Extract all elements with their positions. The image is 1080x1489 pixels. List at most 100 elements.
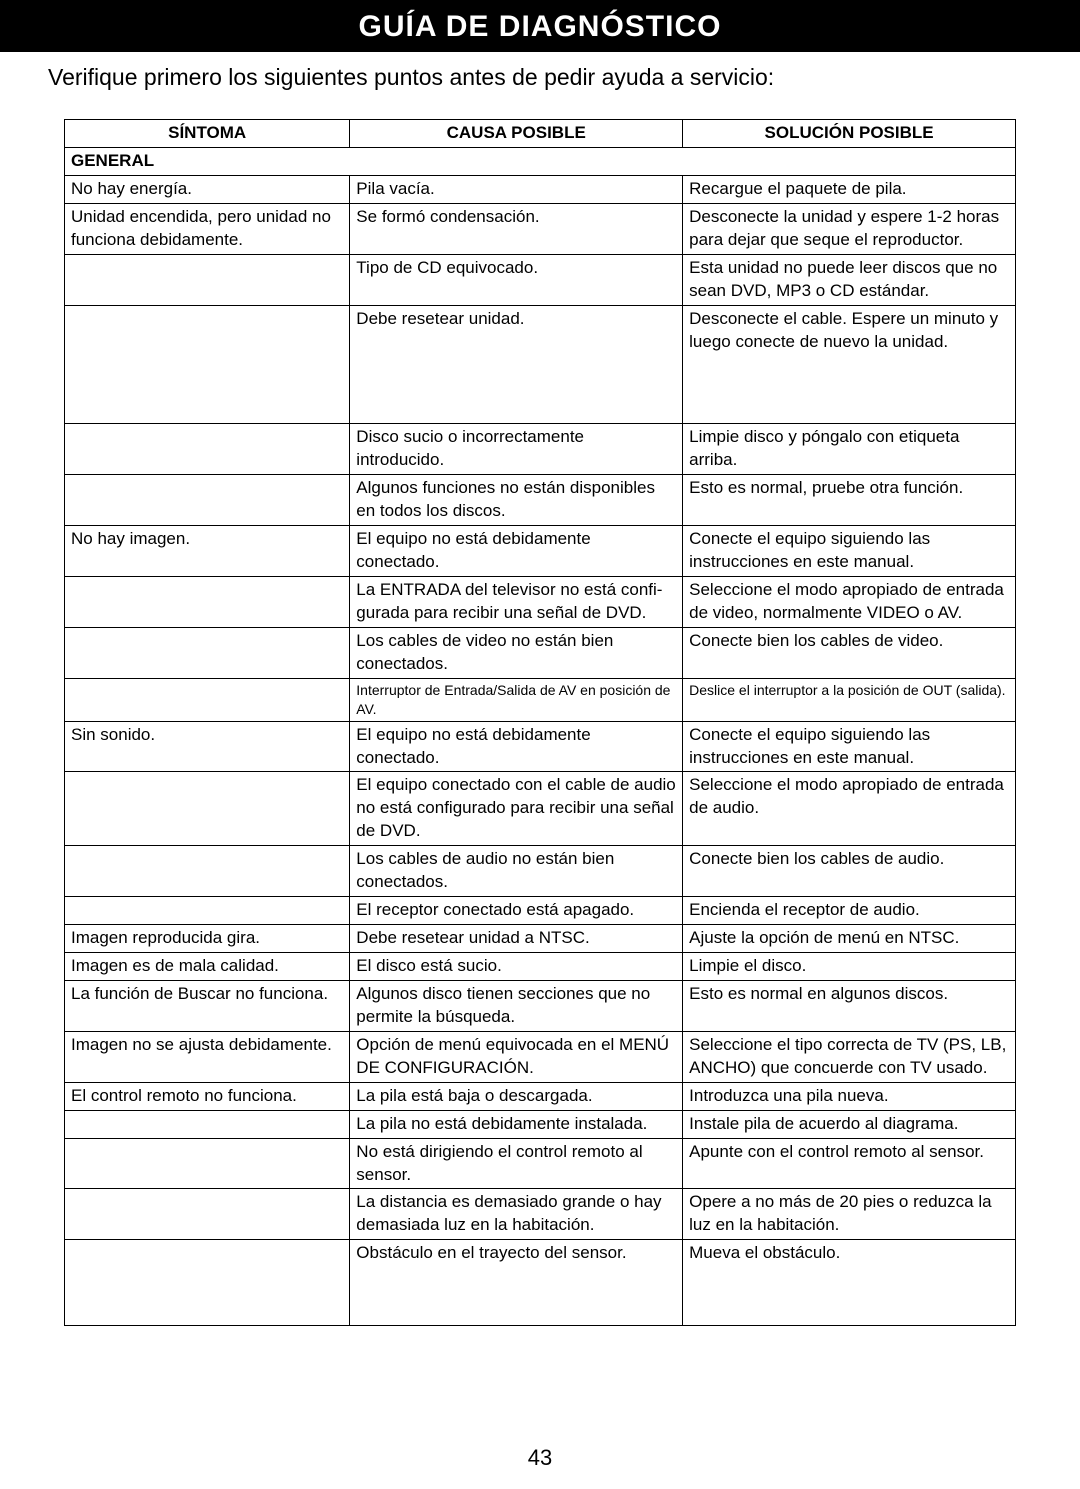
table-row: El control remoto no funciona.La pila es… xyxy=(65,1082,1016,1110)
cell-solution: Limpie disco y póngalo con etiqueta arri… xyxy=(683,424,1016,475)
table-row: No hay imagen.El equipo no está debidame… xyxy=(65,526,1016,577)
cell-cause: El equipo no está debidamente conectado. xyxy=(350,526,683,577)
table-row: Algunos funciones no están disponibles e… xyxy=(65,475,1016,526)
cell-solution: Deslice el interruptor a la posición de … xyxy=(683,678,1016,721)
cell-solution: Esto es normal en algunos discos. xyxy=(683,980,1016,1031)
cell-cause: No está dirigiendo el control remoto al … xyxy=(350,1138,683,1189)
table-row: Los cables de video no están bien conect… xyxy=(65,627,1016,678)
table-body: GENERAL No hay energía.Pila vacía.Recarg… xyxy=(65,147,1016,1325)
cell-symptom: Unidad encendida, pero unidad no funcion… xyxy=(65,203,350,254)
cell-cause: Obstáculo en el trayecto del sensor. xyxy=(350,1240,683,1326)
cell-cause: Interruptor de Entrada/Salida de AV en p… xyxy=(350,678,683,721)
cell-solution: Desconecte el cable. Espere un minuto y … xyxy=(683,305,1016,424)
cell-symptom: No hay energía. xyxy=(65,175,350,203)
table-row: Debe resetear unidad.Desconecte el cable… xyxy=(65,305,1016,424)
cell-cause: El equipo no está debidamente conectado. xyxy=(350,721,683,772)
col-header-symptom: SÍNTOMA xyxy=(65,120,350,148)
section-header: GENERAL xyxy=(65,147,1016,175)
cell-symptom: La función de Buscar no funciona. xyxy=(65,980,350,1031)
cell-solution: Conecte el equipo siguiendo las instrucc… xyxy=(683,721,1016,772)
cell-solution: Introduzca una pila nueva. xyxy=(683,1082,1016,1110)
diagnostic-table: SÍNTOMA CAUSA POSIBLE SOLUCIÓN POSIBLE G… xyxy=(64,119,1016,1326)
cell-solution: Conecte bien los cables de video. xyxy=(683,627,1016,678)
cell-symptom: Imagen es de mala calidad. xyxy=(65,953,350,981)
cell-symptom xyxy=(65,846,350,897)
cell-symptom xyxy=(65,627,350,678)
cell-cause: Opción de menú equivocada en el MENÚ DE … xyxy=(350,1031,683,1082)
cell-symptom xyxy=(65,1240,350,1326)
col-header-cause: CAUSA POSIBLE xyxy=(350,120,683,148)
cell-solution: Seleccione el tipo correcta de TV (PS, L… xyxy=(683,1031,1016,1082)
table-row: Imagen no se ajusta debidamente.Opción d… xyxy=(65,1031,1016,1082)
table-row: Imagen reproducida gira.Debe resetear un… xyxy=(65,925,1016,953)
cell-solution: Seleccione el modo apropiado de entrada … xyxy=(683,772,1016,846)
page-title-bar: GUÍA DE DIAGNÓSTICO xyxy=(0,0,1080,52)
cell-cause: La pila no está debidamente instalada. xyxy=(350,1110,683,1138)
cell-symptom xyxy=(65,577,350,628)
table-row: Los cables de audio no están bien conect… xyxy=(65,846,1016,897)
cell-symptom xyxy=(65,254,350,305)
table-row: El receptor conectado está apagado.Encie… xyxy=(65,897,1016,925)
cell-symptom: Imagen reproducida gira. xyxy=(65,925,350,953)
page-title: GUÍA DE DIAGNÓSTICO xyxy=(359,10,722,43)
table-row: Interruptor de Entrada/Salida de AV en p… xyxy=(65,678,1016,721)
table-row: Unidad encendida, pero unidad no funcion… xyxy=(65,203,1016,254)
table-row: Imagen es de mala calidad.El disco está … xyxy=(65,953,1016,981)
cell-cause: Algunos funciones no están disponibles e… xyxy=(350,475,683,526)
cell-cause: Se formó condensación. xyxy=(350,203,683,254)
cell-solution: Instale pila de acuerdo al diagrama. xyxy=(683,1110,1016,1138)
table-row: Disco sucio o incorrectamente introducid… xyxy=(65,424,1016,475)
cell-solution: Esta unidad no puede leer discos que no … xyxy=(683,254,1016,305)
table-row: No hay energía.Pila vacía.Recargue el pa… xyxy=(65,175,1016,203)
diagnostic-table-wrap: SÍNTOMA CAUSA POSIBLE SOLUCIÓN POSIBLE G… xyxy=(0,91,1080,1326)
cell-symptom: Imagen no se ajusta debidamente. xyxy=(65,1031,350,1082)
cell-symptom xyxy=(65,897,350,925)
cell-cause: Los cables de video no están bien conect… xyxy=(350,627,683,678)
cell-cause: Disco sucio o incorrectamente introducid… xyxy=(350,424,683,475)
cell-symptom xyxy=(65,1138,350,1189)
cell-symptom xyxy=(65,475,350,526)
cell-symptom: No hay imagen. xyxy=(65,526,350,577)
cell-cause: La distancia es demasiado grande o hay d… xyxy=(350,1189,683,1240)
cell-symptom xyxy=(65,305,350,424)
cell-cause: El receptor conectado está apagado. xyxy=(350,897,683,925)
table-row: Obstáculo en el trayecto del sensor.Muev… xyxy=(65,1240,1016,1326)
cell-symptom xyxy=(65,424,350,475)
cell-cause: La pila está baja o descargada. xyxy=(350,1082,683,1110)
cell-cause: Pila vacía. xyxy=(350,175,683,203)
table-row: Tipo de CD equivocado.Esta unidad no pue… xyxy=(65,254,1016,305)
table-row: La distancia es demasiado grande o hay d… xyxy=(65,1189,1016,1240)
cell-cause: Debe resetear unidad a NTSC. xyxy=(350,925,683,953)
intro-text: Verifique primero los siguientes puntos … xyxy=(0,52,1080,91)
cell-solution: Limpie el disco. xyxy=(683,953,1016,981)
cell-symptom: Sin sonido. xyxy=(65,721,350,772)
cell-solution: Seleccione el modo apropiado de entrada … xyxy=(683,577,1016,628)
col-header-solution: SOLUCIÓN POSIBLE xyxy=(683,120,1016,148)
cell-solution: Recargue el paquete de pila. xyxy=(683,175,1016,203)
cell-cause: La ENTRADA del televisor no está confi-g… xyxy=(350,577,683,628)
table-row: El equipo conectado con el cable de audi… xyxy=(65,772,1016,846)
cell-symptom xyxy=(65,678,350,721)
cell-solution: Mueva el obstáculo. xyxy=(683,1240,1016,1326)
section-row: GENERAL xyxy=(65,147,1016,175)
cell-symptom xyxy=(65,1189,350,1240)
cell-solution: Esto es normal, pruebe otra función. xyxy=(683,475,1016,526)
cell-solution: Apunte con el control remoto al sensor. xyxy=(683,1138,1016,1189)
cell-solution: Opere a no más de 20 pies o reduzca la l… xyxy=(683,1189,1016,1240)
table-row: La ENTRADA del televisor no está confi-g… xyxy=(65,577,1016,628)
table-row: La pila no está debidamente instalada.In… xyxy=(65,1110,1016,1138)
cell-cause: El disco está sucio. xyxy=(350,953,683,981)
cell-cause: Algunos disco tienen secciones que no pe… xyxy=(350,980,683,1031)
cell-solution: Conecte el equipo siguiendo las instrucc… xyxy=(683,526,1016,577)
table-row: No está dirigiendo el control remoto al … xyxy=(65,1138,1016,1189)
cell-cause: El equipo conectado con el cable de audi… xyxy=(350,772,683,846)
cell-symptom: El control remoto no funciona. xyxy=(65,1082,350,1110)
table-row: Sin sonido.El equipo no está debidamente… xyxy=(65,721,1016,772)
cell-solution: Ajuste la opción de menú en NTSC. xyxy=(683,925,1016,953)
cell-cause: Debe resetear unidad. xyxy=(350,305,683,424)
page-number: 43 xyxy=(0,1445,1080,1471)
cell-cause: Tipo de CD equivocado. xyxy=(350,254,683,305)
cell-solution: Encienda el receptor de audio. xyxy=(683,897,1016,925)
cell-symptom xyxy=(65,1110,350,1138)
cell-solution: Conecte bien los cables de audio. xyxy=(683,846,1016,897)
